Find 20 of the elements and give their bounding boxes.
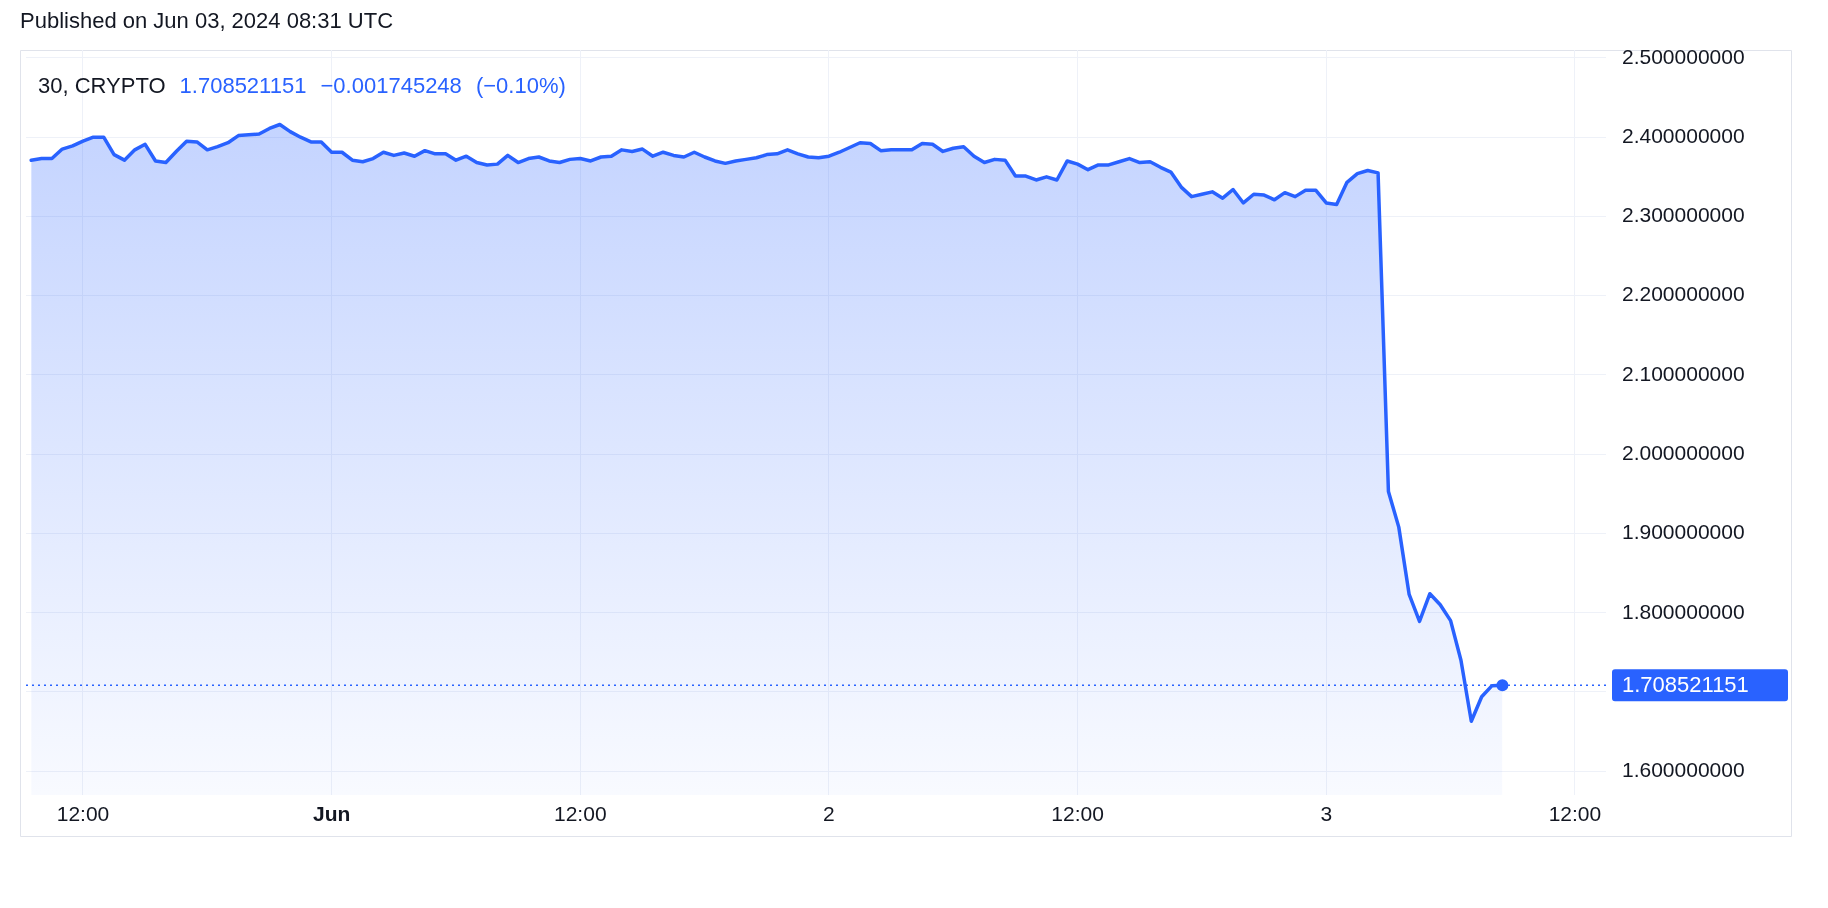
x-tick-label: 12:00 bbox=[554, 802, 607, 826]
y-tick-label: 2.000000000 bbox=[1622, 441, 1745, 464]
x-tick-label: 12:00 bbox=[1051, 802, 1104, 826]
text: Published on Jun 03, 2024 08:31 UTC bbox=[20, 8, 394, 34]
y-tick-label: 2.300000000 bbox=[1622, 203, 1745, 227]
x-tick-label: 12:00 bbox=[56, 802, 110, 826]
x-tick-label: 12:00 bbox=[1548, 802, 1602, 826]
y-tick-label: 2.500000000 bbox=[1622, 44, 1745, 68]
x-tick-label: 3 bbox=[1320, 802, 1333, 826]
text: 30, CRYPTO bbox=[38, 73, 166, 98]
ref-line-label: 1.708521151 bbox=[1622, 672, 1749, 698]
y-tick-label: 1.800000000 bbox=[1622, 599, 1745, 623]
y-tick-label: 2.200000000 bbox=[1622, 282, 1745, 306]
y-tick-label: 2.400000000 bbox=[1622, 123, 1745, 147]
x-tick-label: Jun bbox=[312, 802, 351, 826]
text: 1.708521151 −0.001745248 (−0.10%) bbox=[179, 73, 566, 98]
x-tick-label: 2 bbox=[823, 802, 835, 826]
y-tick-label: 2.100000000 bbox=[1622, 361, 1745, 385]
y-tick-label: 1.600000000 bbox=[1622, 758, 1745, 782]
y-tick-label: 1.900000000 bbox=[1622, 520, 1745, 544]
